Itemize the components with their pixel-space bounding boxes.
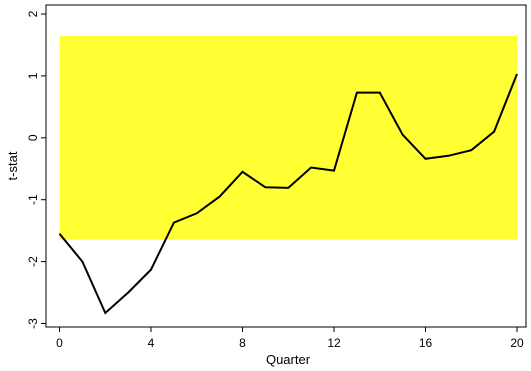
x-axis-label: Quarter [266, 352, 311, 367]
x-tick-label: 4 [148, 336, 155, 350]
y-tick-label: -1 [26, 194, 40, 205]
y-tick-label: 0 [26, 134, 40, 141]
y-tick-label: 1 [26, 72, 40, 79]
series-line [58, 73, 518, 315]
x-tick-label: 0 [56, 336, 63, 350]
x-tick-label: 8 [239, 336, 246, 350]
x-tick-label: 12 [327, 336, 341, 350]
x-tick-label: 20 [510, 336, 524, 350]
y-tick-label: -3 [26, 318, 40, 329]
x-tick-label: 16 [419, 336, 433, 350]
y-axis-label: t-stat [5, 151, 20, 180]
y-tick-label: -2 [26, 256, 40, 267]
confidence-band [59, 35, 517, 240]
plot-frame [45, 4, 527, 328]
y-tick-label: 2 [26, 10, 40, 17]
